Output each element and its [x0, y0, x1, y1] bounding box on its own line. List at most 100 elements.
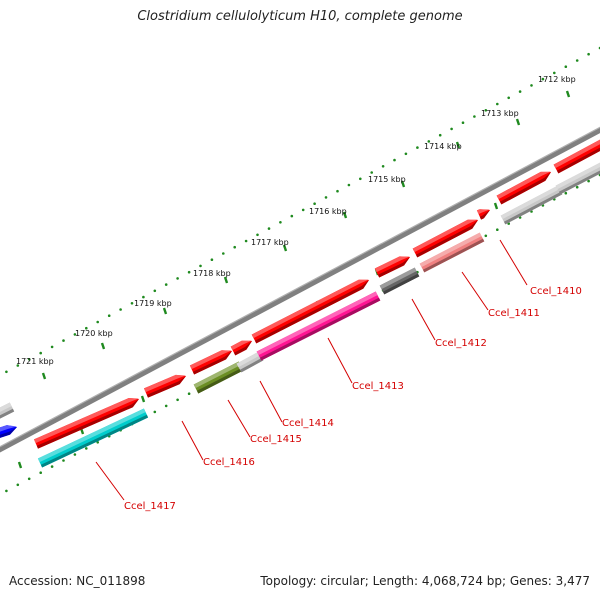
outer-tick-dot [267, 227, 271, 230]
outer-tick-dot [164, 283, 168, 286]
inner-tick-dot [5, 489, 8, 493]
inner-tick-dot [50, 465, 54, 468]
gene-ccel-1415-arrow-shadow [192, 351, 232, 375]
gene-label: Ccel_1415 [250, 434, 302, 445]
gene-ccel-1412-bar-highlight [379, 267, 417, 290]
gene-ccel-1413-bar-highlight [256, 291, 378, 356]
scale-major-tick [515, 118, 521, 126]
outer-tick-dot [279, 221, 282, 224]
outer-tick-dot [541, 77, 545, 81]
outer-tick-dot [575, 59, 579, 62]
outer-tick-dot [313, 202, 316, 205]
outer-tick-dot [564, 65, 568, 68]
inner-tick-dot [62, 459, 65, 462]
outer-tick-dot [27, 358, 31, 361]
gene-ccel-1414-arrow-highlight [230, 340, 252, 351]
gene-label: Ccel_1414 [282, 418, 334, 429]
outer-tick-dot [290, 214, 294, 218]
gene-ccel-1408-arrow-shadow [556, 147, 600, 174]
gene-partial-blue-highlight [0, 425, 17, 432]
inner-tick-dot [39, 471, 42, 475]
scale-label: 1714 kbp [424, 142, 462, 151]
scale-major-tick [162, 307, 168, 315]
gene-label-leader [411, 298, 436, 341]
outer-tick-dot [461, 121, 465, 124]
gene-ccel-1417-bar-highlight [37, 408, 146, 463]
outer-tick-dot [256, 233, 259, 237]
outer-tick-dot [142, 295, 145, 299]
outer-tick-dot [393, 158, 396, 162]
gene-ccel-1413-arrow-highlight [251, 279, 369, 339]
outer-tick-dot [176, 277, 179, 280]
inner-tick-dot [164, 404, 168, 408]
outer-tick-dot [450, 127, 453, 131]
gene-label-leader [327, 337, 353, 384]
scale-label: 1715 kbp [368, 175, 406, 184]
inner-major-tick [17, 461, 23, 469]
gene-label-leader [259, 380, 283, 423]
scale-major-tick [455, 141, 461, 149]
inner-tick-dot [85, 447, 88, 450]
scale-label: 1712 kbp [538, 75, 576, 84]
gene-ccel-1411-arrow-shadow [415, 220, 478, 258]
outer-tick-dot [119, 308, 122, 311]
outer-tick-dot [96, 320, 99, 324]
gene-label-leader [95, 461, 125, 501]
outer-tick-dot [244, 239, 248, 243]
inner-major-tick [140, 395, 146, 403]
gene-partial-blue-shadow [0, 427, 17, 438]
outer-tick-dot [336, 189, 339, 193]
backbone-line [0, 127, 600, 453]
gene-ccel-1415-arrow-highlight [189, 350, 232, 370]
inner-tick-dot [96, 441, 99, 444]
outer-tick-dot [73, 333, 77, 336]
outer-tick-dot [187, 270, 191, 274]
outer-tick-dot [153, 289, 157, 293]
gene-ccel-1416-arrow-shadow [146, 376, 186, 398]
outer-tick-dot [553, 71, 556, 75]
gene-label: Ccel_1417 [124, 501, 176, 512]
gene-ccel-1418-arrow-shadow [36, 399, 139, 449]
outer-tick-dot [381, 165, 385, 168]
gene-ccel-1417-bar-shadow [40, 413, 149, 468]
gene-partial-gray-highlight [0, 402, 12, 412]
scale-major-tick [400, 180, 406, 188]
inner-tick-dot [27, 477, 31, 481]
outer-tick-dot [530, 84, 533, 87]
gene-ccel-1413-bar-shadow [259, 296, 381, 361]
inner-tick-dot [587, 179, 590, 183]
outer-tick-dot [210, 258, 214, 262]
gene-ccel-1414-arrow-shadow [233, 341, 252, 356]
outer-tick-dot [85, 326, 88, 330]
outer-tick-dot [359, 177, 362, 181]
gene-ccel-1409-bar-shadow [558, 170, 600, 195]
gene-partial-gray-shadow [0, 407, 15, 419]
scale-major-tick [41, 372, 47, 380]
inner-tick-dot [176, 398, 179, 402]
inner-tick-dot [73, 453, 77, 456]
inner-tick-dot [564, 191, 568, 195]
scale-label: 1721 kbp [16, 357, 54, 366]
inner-tick-dot [187, 392, 191, 396]
gene-ccel-1412-arrow-highlight [374, 256, 410, 273]
inner-tick-dot [496, 228, 499, 231]
outer-tick-dot [301, 208, 305, 212]
gene-label: Ccel_1413 [352, 381, 404, 392]
outer-tick-dot [130, 302, 134, 305]
outer-tick-dot [5, 370, 8, 374]
outer-tick-dot [496, 102, 499, 106]
outer-tick-dot [473, 115, 476, 118]
scale-major-tick [565, 90, 571, 98]
gene-label-leader [181, 420, 204, 461]
scale-label: 1713 kbp [481, 109, 519, 118]
scale-label: 1719 kbp [134, 299, 172, 308]
outer-tick-dot [347, 183, 351, 187]
outer-tick-dot [416, 146, 419, 149]
gene-ccel-1411-bar-shadow [422, 237, 485, 273]
gene-label-leader [461, 271, 489, 311]
gene-label-leader [499, 239, 528, 286]
gene-ccel-1412-bar-shadow [382, 272, 420, 295]
inner-tick-dot [575, 185, 579, 189]
gene-ccel-1408-arrow-highlight [553, 139, 600, 169]
